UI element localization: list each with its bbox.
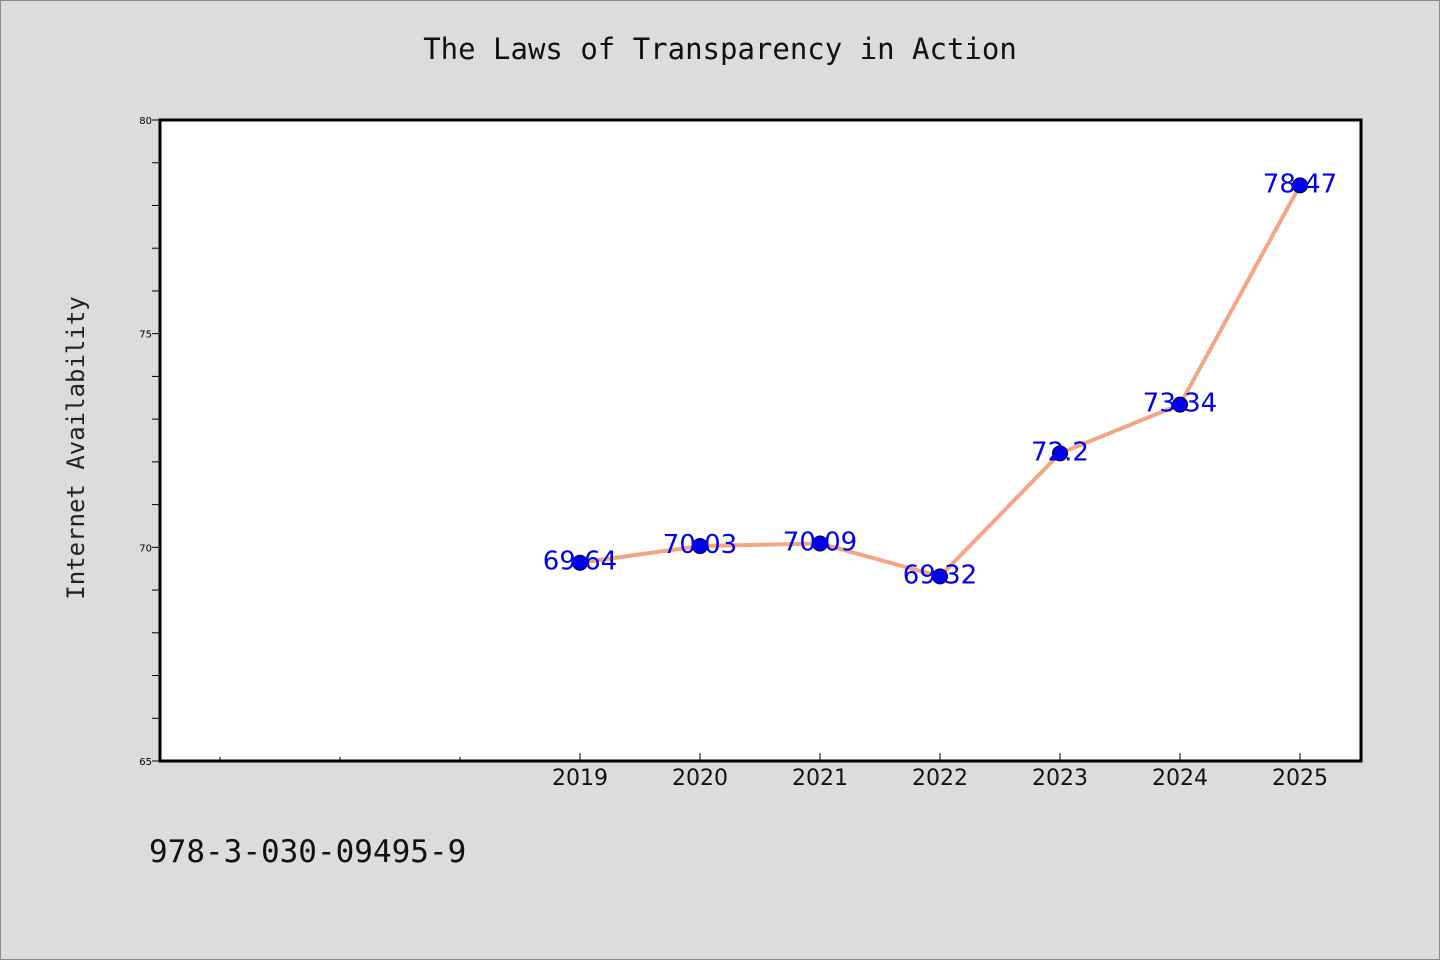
y-tick-label: 80 bbox=[139, 116, 152, 127]
markers-group bbox=[572, 177, 1308, 585]
y-tick-label: 65 bbox=[139, 757, 152, 768]
data-labels-group: 69.64 70.03 70.09 69.32 72.2 73.34 78.47 bbox=[543, 169, 1337, 590]
data-label: 69.32 bbox=[903, 560, 977, 590]
data-point bbox=[572, 554, 588, 571]
y-tick-label: 75 bbox=[139, 330, 152, 341]
x-tick-label: 2023 bbox=[1032, 766, 1088, 791]
y-tick-label: 70 bbox=[139, 543, 152, 554]
data-label: 72.2 bbox=[1031, 437, 1089, 467]
data-point bbox=[692, 538, 708, 555]
y-axis: 65 70 75 80 bbox=[139, 116, 160, 768]
x-tick-label: 2022 bbox=[912, 766, 968, 791]
data-point bbox=[812, 535, 828, 552]
plot-area bbox=[158, 118, 1363, 763]
data-label: 70.09 bbox=[783, 527, 857, 557]
isbn-text: 978-3-030-09495-9 bbox=[149, 834, 467, 870]
data-label: 73.34 bbox=[1143, 389, 1217, 419]
x-tick-label: 2019 bbox=[552, 766, 608, 791]
chart-title: The Laws of Transparency in Action bbox=[423, 32, 1017, 66]
data-point bbox=[1172, 396, 1188, 413]
x-axis: 2019 2020 2021 2022 2023 2024 2025 bbox=[219, 753, 1328, 791]
x-tick-label: 2021 bbox=[792, 766, 848, 791]
data-label: 69.64 bbox=[543, 547, 617, 577]
data-point bbox=[1052, 445, 1068, 462]
data-label: 70.03 bbox=[663, 530, 737, 560]
x-tick-label: 2024 bbox=[1152, 766, 1208, 791]
data-point bbox=[932, 568, 948, 585]
x-tick-label: 2025 bbox=[1272, 766, 1328, 791]
x-tick-label: 2020 bbox=[672, 766, 728, 791]
data-label: 78.47 bbox=[1263, 169, 1337, 199]
data-point bbox=[1292, 177, 1308, 194]
